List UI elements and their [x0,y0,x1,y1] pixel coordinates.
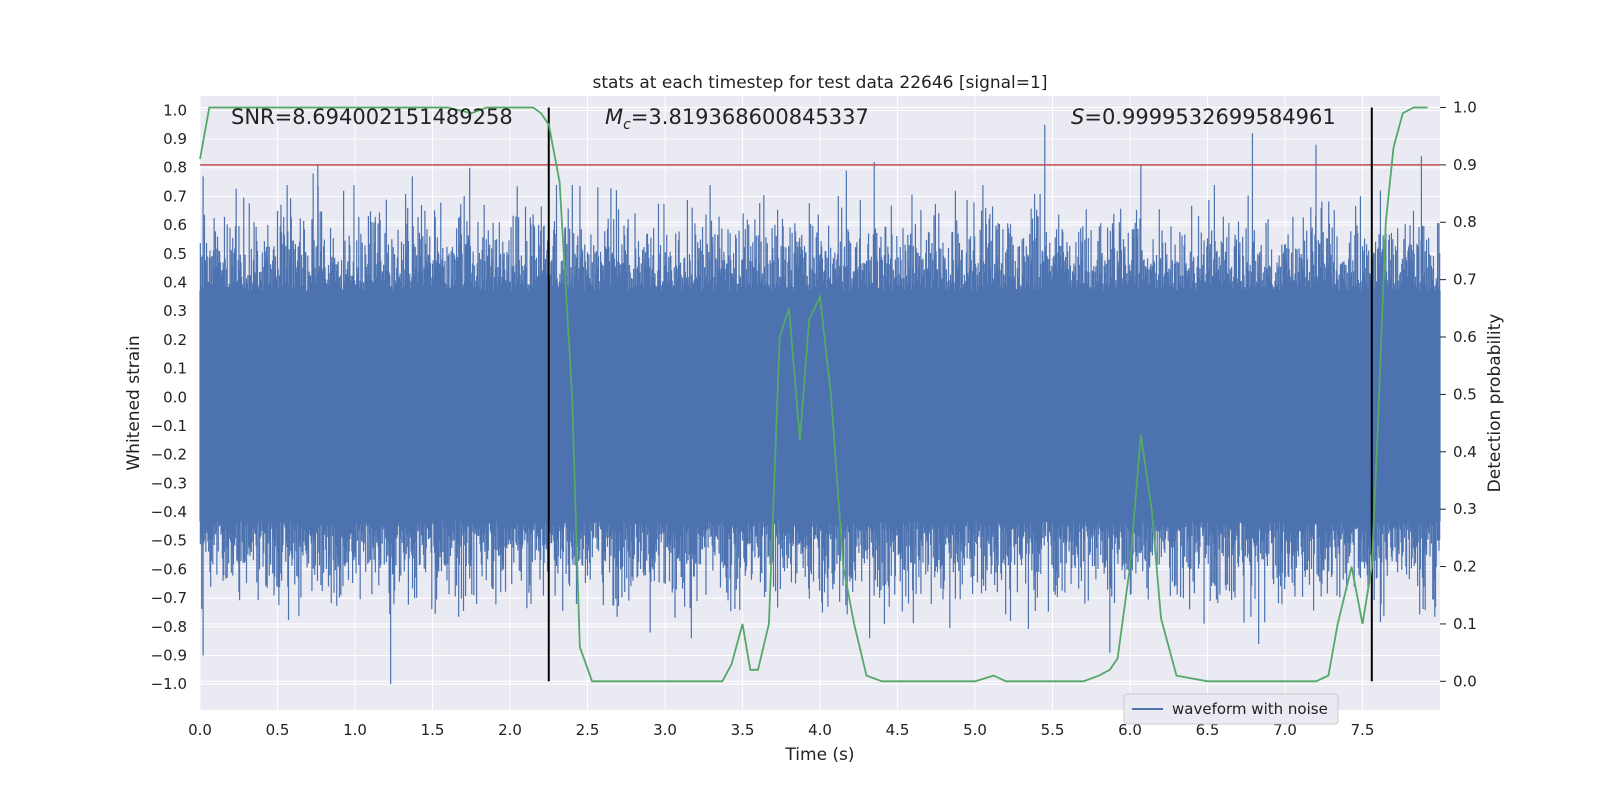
left-y-tick-labels: 1.0 0.9 0.8 0.7 0.6 0.5 0.4 0.3 0.2 0.1 0.0 −0.1 −0.… [151,101,187,693]
x-tick-label: 1.0 [343,721,367,739]
right-y-tick-label: 0.4 [1453,443,1477,461]
right-y-tick-label: 0.1 [1453,615,1477,633]
x-tick-label: 1.5 [421,721,445,739]
y-axis-label-right: Detection probability [1485,314,1505,493]
right-y-tick-label: 0.5 [1453,385,1477,403]
y-tick-label: −0.4 [151,503,187,521]
x-tick-label: 7.5 [1351,721,1375,739]
right-y-tick-label: 0.6 [1453,328,1477,346]
right-y-tick-label: 0.2 [1453,558,1477,576]
x-tick-label: 0.0 [188,721,212,739]
y-tick-label: 0.9 [163,130,187,148]
y-axis-label-left: Whitened strain [124,335,144,470]
x-tick-label: 7.0 [1273,721,1297,739]
chirp-mass-symbol: M [605,105,623,129]
x-tick-label: 2.5 [576,721,600,739]
x-tick-label: 3.5 [731,721,755,739]
x-tick-label: 6.0 [1118,721,1142,739]
right-y-tick-label: 0.8 [1453,213,1477,231]
chirp-mass-value: =3.819368600845337 [631,105,869,129]
y-tick-label: −0.7 [151,589,187,607]
right-y-tick-label: 0.9 [1453,156,1477,174]
y-tick-label: −0.2 [151,446,187,464]
y-tick-label: 1.0 [163,101,187,119]
detection-probability-line [199,106,1428,683]
x-tick-label: 4.0 [808,721,832,739]
chart-title: stats at each timestep for test data 226… [593,73,1048,93]
y-tick-label: −0.6 [151,560,187,578]
s-symbol: S [1071,105,1084,129]
s-statistic-annotation: S=0.9999532699584961 [1071,105,1336,129]
x-axis-label: Time (s) [784,745,854,765]
plot-area [199,106,1441,685]
right-y-tick-label: 0.3 [1453,500,1477,518]
legend: waveform with noise [1123,693,1339,725]
y-tick-label: −0.9 [151,646,187,664]
y-tick-label: 0.3 [163,302,187,320]
waveform-trace [199,124,1441,685]
legend-box [1123,693,1339,725]
legend-label: waveform with noise [1172,700,1328,718]
y-tick-label: 0.6 [163,216,187,234]
y-tick-label: 0.1 [163,360,187,378]
chirp-mass-annotation: Mc=3.819368600845337 [605,105,869,133]
y-tick-label: 0.4 [163,273,187,291]
x-tick-label: 5.5 [1041,721,1065,739]
snr-annotation: SNR=8.694002151489258 [231,105,513,129]
right-y-tick-label: 0.7 [1453,271,1477,289]
y-tick-label: 0.5 [163,245,187,263]
x-tick-label: 6.5 [1196,721,1220,739]
x-tick-label: 4.5 [886,721,910,739]
y-tick-label: −0.1 [151,417,187,435]
y-tick-label: 0.8 [163,159,187,177]
x-tick-labels: 0.0 0.5 1.0 1.5 2.0 2.5 3.0 3.5 4.0 4.5 5.0 5.5 6.0 6… [188,721,1374,739]
x-tick-label: 2.0 [498,721,522,739]
x-tick-label: 3.0 [653,721,677,739]
chirp-mass-subscript: c [623,117,631,133]
y-tick-label: 0.7 [163,187,187,205]
y-tick-label: 0.0 [163,388,187,406]
s-value: =0.9999532699584961 [1084,105,1335,129]
right-y-tick-label: 0.0 [1453,672,1477,690]
x-tick-label: 0.5 [266,721,290,739]
waveform-series [199,124,1441,685]
y-tick-label: −0.5 [151,532,187,550]
right-y-tick-label: 1.0 [1453,98,1477,116]
y-tick-label: −1.0 [151,675,187,693]
x-tick-label: 5.0 [963,721,987,739]
vertical-markers [547,107,1373,682]
y-tick-label: −0.8 [151,618,187,636]
y-tick-label: −0.3 [151,474,187,492]
right-y-tick-labels: 1.0 0.9 0.8 0.7 0.6 0.5 0.4 0.3 0.2 0.1 0.0 [1440,98,1477,690]
y-tick-label: 0.2 [163,331,187,349]
